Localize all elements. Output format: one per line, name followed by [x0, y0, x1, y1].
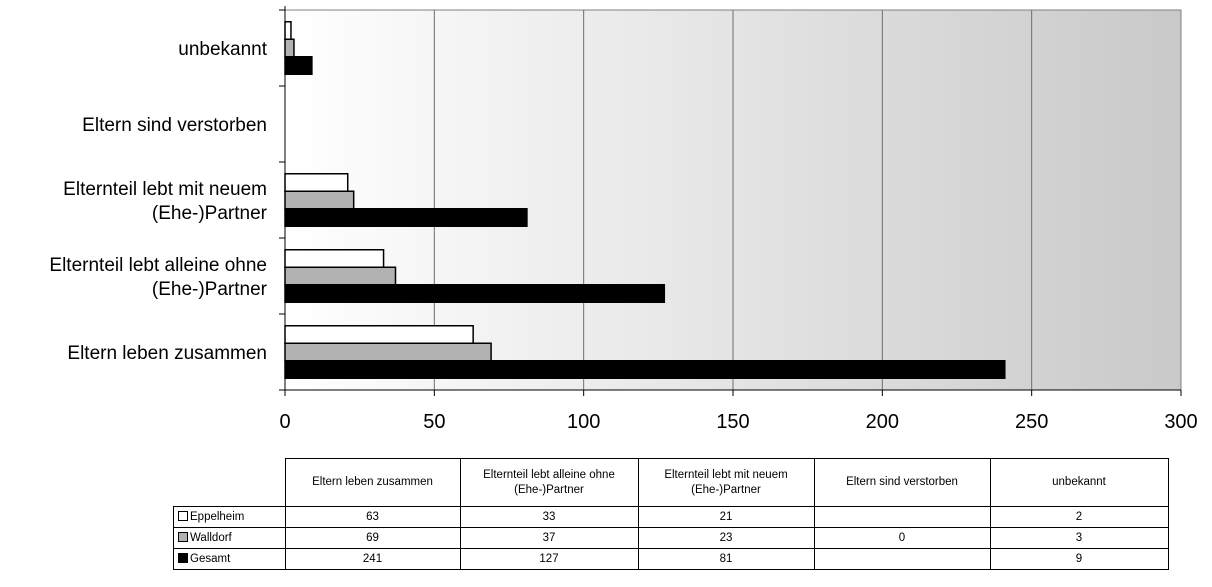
table-cell: 37 — [459, 527, 639, 549]
x-tick-label: 300 — [1164, 411, 1197, 433]
table-cell: 21 — [637, 506, 815, 528]
table-cell: 9 — [989, 548, 1169, 570]
bar-eppelheim — [284, 21, 292, 40]
chart: 0 50 100 150 200 250 300 Eltern leben zusammen E… — [49, 6, 1198, 433]
table-col-header: unbekannt — [989, 458, 1169, 507]
table-corner — [173, 458, 286, 507]
bar-eppelheim — [284, 249, 385, 268]
legend-swatch-gesamt — [178, 553, 188, 563]
table-col-header: Elternteil lebt alleine ohne (Ehe-)Partn… — [459, 458, 639, 507]
bar-walldorf — [284, 266, 397, 286]
table-row: Eppelheim 63 33 21 2 — [173, 506, 1169, 528]
table-row-header: Walldorf — [173, 527, 286, 549]
table-cell: 63 — [284, 506, 461, 528]
x-tick-label: 50 — [423, 411, 445, 433]
x-tick-label: 0 — [279, 411, 290, 433]
bars — [284, 21, 1006, 379]
bar-walldorf — [284, 190, 355, 210]
category-label: unbekannt — [178, 39, 267, 60]
table-row: Gesamt 241 127 81 9 — [173, 548, 1169, 570]
category-label: (Ehe-)Partner — [152, 279, 268, 300]
table-col-header: Elternteil lebt mit neuem (Ehe-)Partner — [637, 458, 815, 507]
table-cell: 0 — [813, 527, 991, 549]
table-row: Walldorf 69 37 23 0 3 — [173, 527, 1169, 549]
table-col-header: Eltern leben zusammen — [284, 458, 461, 507]
table-col-header: Eltern sind verstorben — [813, 458, 991, 507]
category-label: Eltern sind verstorben — [82, 115, 267, 136]
data-table: Eltern leben zusammen Elternteil lebt al… — [173, 458, 1169, 570]
table-cell: 23 — [637, 527, 815, 549]
legend-swatch-eppelheim — [178, 511, 188, 521]
category-label: Elternteil lebt alleine ohne — [49, 255, 267, 276]
bar-gesamt — [284, 208, 528, 227]
bar-gesamt — [284, 284, 666, 303]
table-row-header: Eppelheim — [173, 506, 286, 528]
table-cell — [813, 506, 991, 528]
x-tick-label: 100 — [567, 411, 600, 433]
bar-walldorf — [284, 342, 492, 362]
bar-gesamt — [284, 360, 1006, 379]
table-cell: 2 — [989, 506, 1169, 528]
category-label: Elternteil lebt mit neuem — [63, 179, 267, 200]
x-tick-label: 150 — [716, 411, 749, 433]
table-row-header: Gesamt — [173, 548, 286, 570]
table-cell: 69 — [284, 527, 461, 549]
category-label: (Ehe-)Partner — [152, 203, 268, 224]
x-tick-label: 200 — [866, 411, 899, 433]
table-cell: 3 — [989, 527, 1169, 549]
x-tick-label: 250 — [1015, 411, 1048, 433]
table-cell — [813, 548, 991, 570]
table-cell: 127 — [459, 548, 639, 570]
bar-walldorf — [284, 38, 295, 58]
legend-swatch-walldorf — [178, 532, 188, 542]
bar-gesamt — [284, 56, 313, 75]
category-label: Eltern leben zusammen — [67, 343, 267, 364]
bar-eppelheim — [284, 173, 349, 192]
series-name: Walldorf — [190, 532, 232, 544]
table-cell: 81 — [637, 548, 815, 570]
bar-eppelheim — [284, 325, 474, 344]
table-cell: 33 — [459, 506, 639, 528]
series-name: Eppelheim — [190, 511, 245, 523]
series-name: Gesamt — [190, 553, 231, 565]
labels: 0 50 100 150 200 250 300 Eltern leben zusammen E… — [49, 39, 1197, 433]
table-cell: 241 — [284, 548, 461, 570]
axes — [279, 6, 1182, 396]
